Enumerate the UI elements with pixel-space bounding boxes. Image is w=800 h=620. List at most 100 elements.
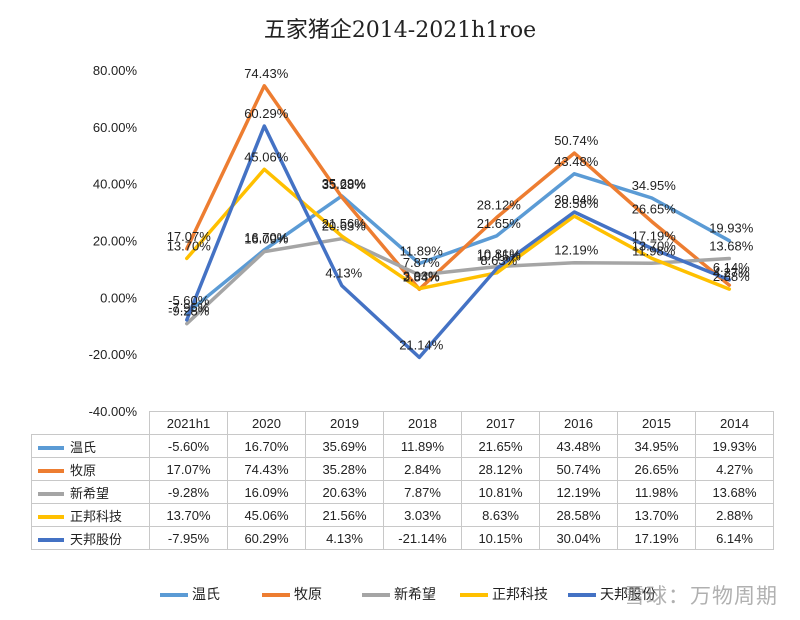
table-cell: 6.14% bbox=[695, 526, 774, 550]
data-label: 21.14% bbox=[399, 337, 444, 352]
table-cell: -7.95% bbox=[149, 526, 228, 550]
y-tick-label: 40.00% bbox=[93, 177, 138, 192]
data-label: 13.70% bbox=[632, 238, 677, 253]
table-cell: 11.98% bbox=[617, 480, 696, 504]
legend-item: 温氏 bbox=[160, 584, 220, 604]
data-label: 35.28% bbox=[322, 177, 367, 192]
category-label: 2018 bbox=[383, 411, 462, 435]
series-name-text: 正邦科技 bbox=[70, 508, 123, 524]
data-label: 50.74% bbox=[554, 133, 599, 148]
data-label: -9.28% bbox=[168, 304, 210, 319]
data-label: 26.65% bbox=[632, 202, 677, 217]
table-cell: 21.65% bbox=[461, 434, 540, 458]
data-label: 17.07% bbox=[167, 229, 212, 244]
data-label: 13.70% bbox=[167, 238, 212, 253]
watermark: 雪球：万物周期 bbox=[624, 584, 778, 608]
table-body: 温氏 -5.60% 16.70% 35.69% 11.89% 21.65% 43.48% 34… bbox=[31, 434, 774, 550]
data-label: 60.29% bbox=[244, 106, 289, 121]
table-cell: 20.63% bbox=[305, 480, 384, 504]
data-label: 4.13% bbox=[325, 266, 362, 281]
series-swatch bbox=[38, 538, 64, 543]
data-label: 43.48% bbox=[554, 154, 599, 169]
table-header-row: 2021h1 2020 2019 2018 2017 2016 2015 2014 bbox=[31, 411, 774, 435]
series-swatch bbox=[38, 515, 64, 520]
table-cell: 35.69% bbox=[305, 434, 384, 458]
series-name-text: 温氏 bbox=[70, 439, 97, 455]
table-row: 新希望 -9.28% 16.09% 20.63% 7.87% 10.81% 12.19% 11… bbox=[31, 480, 774, 504]
data-label: 12.19% bbox=[554, 243, 599, 258]
table-cell: 2.88% bbox=[695, 503, 774, 527]
series-name-text: 新希望 bbox=[70, 485, 110, 501]
y-tick-label: 20.00% bbox=[93, 234, 138, 249]
table-cell: 45.06% bbox=[227, 503, 306, 527]
series-swatch bbox=[38, 492, 64, 497]
data-label: 35.69% bbox=[322, 176, 367, 191]
table-cell: 50.74% bbox=[539, 457, 618, 481]
table-cell: 17.19% bbox=[617, 526, 696, 550]
category-label: 2015 bbox=[617, 411, 696, 435]
data-label: 11.89% bbox=[400, 244, 444, 259]
table-cell: 43.48% bbox=[539, 434, 618, 458]
table-cell: 26.65% bbox=[617, 457, 696, 481]
data-label: 13.68% bbox=[709, 238, 754, 253]
chart-title: 五家猪企2014-2021h1roe bbox=[263, 18, 537, 43]
legend-line bbox=[160, 593, 188, 597]
y-tick-label: -20.00% bbox=[89, 347, 138, 362]
data-label: -7.95% bbox=[168, 300, 210, 315]
legend-item: 正邦科技 bbox=[460, 584, 548, 604]
table-cell: 74.43% bbox=[227, 457, 306, 481]
table-cell: 10.81% bbox=[461, 480, 540, 504]
table-row: 牧原 17.07% 74.43% 35.28% 2.84% 28.12% 50.74% 26.… bbox=[31, 457, 774, 481]
category-label: 2020 bbox=[227, 411, 306, 435]
line-chart: -40.00%-20.00%0.00%20.00%40.00%60.00%80.… bbox=[89, 63, 754, 419]
table-cell: 4.27% bbox=[695, 457, 774, 481]
legend-line bbox=[362, 593, 390, 597]
data-label: 21.56% bbox=[322, 216, 367, 231]
table-cell: 28.12% bbox=[461, 457, 540, 481]
table-cell: 4.13% bbox=[305, 526, 384, 550]
data-label: 20.63% bbox=[322, 219, 367, 234]
table-cell: -9.28% bbox=[149, 480, 228, 504]
data-label: 10.15% bbox=[477, 248, 522, 263]
data-label: 34.95% bbox=[632, 178, 677, 193]
series-line-4 bbox=[185, 167, 732, 291]
series-line-3 bbox=[185, 236, 732, 326]
table-cell: 11.89% bbox=[383, 434, 462, 458]
series-name: 牧原 bbox=[31, 457, 150, 481]
table-cell: 35.28% bbox=[305, 457, 384, 481]
category-label: 2017 bbox=[461, 411, 540, 435]
series-name: 温氏 bbox=[31, 434, 150, 458]
series-name: 新希望 bbox=[31, 480, 150, 504]
data-label: 19.93% bbox=[709, 221, 754, 236]
table-cell: 10.15% bbox=[461, 526, 540, 550]
legend-label: 正邦科技 bbox=[492, 587, 548, 603]
table-cell: 34.95% bbox=[617, 434, 696, 458]
data-label: 28.12% bbox=[477, 197, 522, 212]
table-cell: -5.60% bbox=[149, 434, 228, 458]
legend-item: 新希望 bbox=[362, 584, 436, 604]
category-label: 2016 bbox=[539, 411, 618, 435]
category-label: 2014 bbox=[695, 411, 774, 435]
table-cell: 16.70% bbox=[227, 434, 306, 458]
table-cell: 19.93% bbox=[695, 434, 774, 458]
series-swatch bbox=[38, 446, 64, 451]
data-label: 11.98% bbox=[632, 243, 676, 258]
table-cell: 7.87% bbox=[383, 480, 462, 504]
legend-line bbox=[262, 593, 290, 597]
table-cell: 60.29% bbox=[227, 526, 306, 550]
series-line-5 bbox=[185, 124, 732, 360]
table-cell: -21.14% bbox=[383, 526, 462, 550]
legend-label: 牧原 bbox=[294, 587, 322, 603]
data-label: 17.19% bbox=[632, 228, 677, 243]
legend-item: 牧原 bbox=[262, 584, 322, 604]
table-cell: 12.19% bbox=[539, 480, 618, 504]
data-label: 30.04% bbox=[554, 192, 599, 207]
category-label: 2021h1 bbox=[149, 411, 228, 435]
table-row: 正邦科技 13.70% 45.06% 21.56% 3.03% 8.63% 28.58% 13… bbox=[31, 503, 774, 527]
y-tick-label: 0.00% bbox=[100, 290, 137, 305]
table-cell: 17.07% bbox=[149, 457, 228, 481]
data-label: 10.81% bbox=[477, 247, 522, 262]
data-label: -5.60% bbox=[168, 293, 210, 308]
data-label: 8.63% bbox=[480, 253, 517, 268]
table-cell: 8.63% bbox=[461, 503, 540, 527]
